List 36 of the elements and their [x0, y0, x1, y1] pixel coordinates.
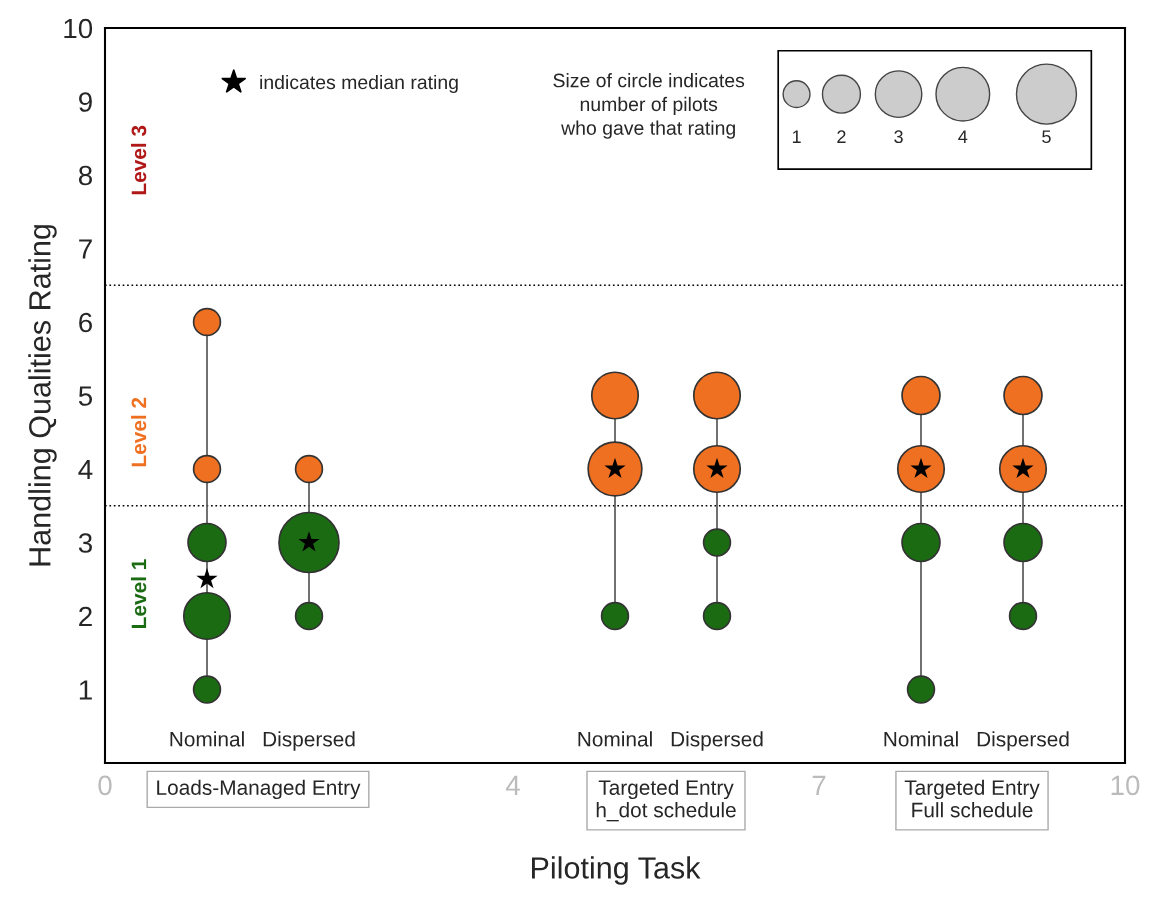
legend-label: 4: [958, 130, 968, 143]
annotation: Nominal: [884, 731, 958, 747]
legend-title: Size of circle indicates number of pilots who gave that rating: [553, 73, 745, 139]
annotation: Dispersed: [263, 731, 355, 751]
legend-label: 2: [837, 130, 846, 143]
legend-label: 5: [1042, 130, 1051, 144]
legend-label: 3: [894, 130, 903, 144]
text: Targeted Entry Full schedule: [904, 779, 1040, 818]
annotation: Level 3: [130, 125, 147, 195]
y-tick-label: 10: [64, 18, 93, 39]
annotation: Dispersed: [671, 731, 763, 751]
y-tick-label: 8: [78, 165, 92, 186]
y-tick-label: 3: [78, 533, 92, 553]
text: Targeted Entry h_dot schedule: [596, 779, 736, 822]
annotation: Nominal: [578, 731, 652, 747]
annotation: Level 1: [130, 559, 147, 628]
annotation: Level 2: [130, 397, 147, 467]
text: Loads-Managed Entry: [157, 779, 361, 800]
x-axis-title: Piloting Task: [532, 856, 701, 885]
y-tick-label: 9: [79, 92, 92, 112]
x-tick-label: 0: [98, 775, 112, 796]
legend-label: indicates median rating: [260, 74, 458, 94]
y-tick-label: 6: [79, 312, 92, 333]
annotation: Nominal: [170, 731, 244, 747]
y-tick-label: 7: [79, 239, 92, 259]
annotation: Dispersed: [977, 731, 1069, 751]
x-tick-label: 7: [812, 775, 826, 795]
y-tick-label: 2: [79, 606, 92, 627]
y-axis-title: Handling Qualities Rating: [28, 225, 57, 566]
y-tick-label: 5: [78, 386, 93, 406]
y-tick-label: 1: [79, 680, 92, 700]
x-tick-label: 10: [1111, 775, 1140, 796]
legend-label: 1: [792, 130, 801, 143]
x-tick-label: 4: [505, 775, 520, 795]
y-tick-label: 4: [78, 459, 93, 480]
point: [196, 568, 218, 589]
